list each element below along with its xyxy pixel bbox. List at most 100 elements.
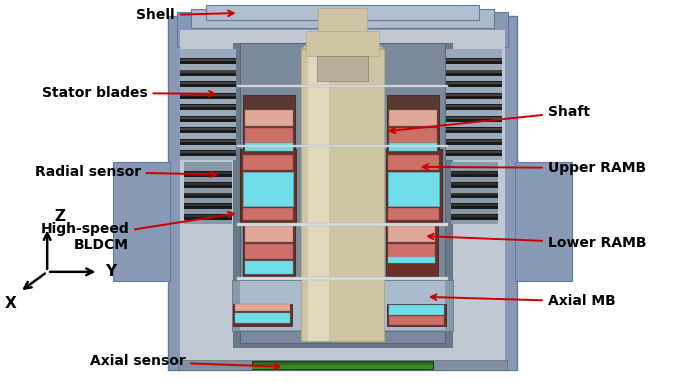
Bar [179,69,236,76]
Bar [245,261,293,274]
Bar [245,128,293,143]
Text: Shaft: Shaft [390,105,590,133]
Bar [447,93,503,99]
Bar [447,128,503,130]
Bar [179,93,236,96]
Bar [451,172,499,174]
Bar [236,85,449,87]
Bar [179,139,236,145]
Bar [177,12,508,47]
Bar [232,279,453,332]
Bar [451,193,499,198]
Bar [184,215,232,217]
Bar [184,183,232,185]
Bar [242,154,293,170]
Bar [245,244,293,259]
Bar [179,150,236,156]
Bar [301,49,384,341]
Bar [184,162,232,224]
Bar [388,208,439,220]
Bar [179,139,236,145]
Text: X: X [5,296,16,311]
Text: Radial sensor: Radial sensor [35,165,216,179]
Bar [179,93,236,99]
Bar [447,58,503,64]
Bar [179,69,236,76]
Bar [178,360,507,370]
Text: Shell: Shell [136,8,234,22]
Bar [179,58,236,64]
Bar [387,95,439,152]
Bar [179,105,236,107]
Bar [179,151,236,153]
Bar [184,182,232,188]
Bar [447,82,503,84]
Bar [179,82,236,84]
Bar [184,171,232,177]
Bar [318,8,367,32]
Bar [242,172,293,207]
Bar [179,127,236,134]
Bar [447,81,503,87]
Bar [179,140,236,142]
Bar [389,317,444,325]
Bar [447,104,503,110]
Text: Lower RAMB: Lower RAMB [428,234,646,250]
Bar [252,365,433,369]
Bar [388,244,436,259]
Bar [447,150,503,156]
Bar [447,104,503,110]
Bar [179,105,236,107]
Bar [179,104,236,110]
Bar [451,215,499,217]
Bar [388,154,439,170]
Bar [252,361,433,369]
Bar [179,116,236,122]
Bar [447,82,503,84]
Bar [179,49,236,160]
Bar [179,59,236,61]
Bar [179,71,236,73]
Bar [447,116,503,122]
Bar [243,224,295,276]
Bar [184,203,232,209]
Bar [179,151,236,153]
Bar [206,5,480,20]
Bar [179,30,506,368]
Bar [447,151,503,153]
Bar [179,71,236,73]
Bar [308,49,329,341]
Bar [179,127,236,134]
Bar [243,95,295,152]
Bar [114,162,170,281]
Bar [387,304,446,327]
Bar [447,49,503,160]
Bar [447,105,503,107]
Bar [447,140,503,142]
Bar [184,204,232,206]
Bar [233,304,292,327]
Bar [169,16,516,370]
Bar [447,69,503,76]
Bar [447,140,503,142]
Bar [447,69,503,76]
Bar [451,193,499,195]
Bar [179,59,236,61]
Bar [451,183,499,185]
Bar [179,128,236,130]
Text: Z: Z [54,209,65,224]
Bar [179,58,236,64]
Bar [388,227,436,242]
Bar [179,93,236,96]
Bar [386,149,442,222]
Bar [184,193,232,195]
Bar [447,58,503,64]
Bar [389,128,437,143]
Bar [515,162,571,281]
Bar [179,81,236,87]
Bar [233,43,452,347]
Bar [451,214,499,220]
Bar [179,93,236,99]
Bar [245,227,293,242]
Bar [245,110,293,126]
